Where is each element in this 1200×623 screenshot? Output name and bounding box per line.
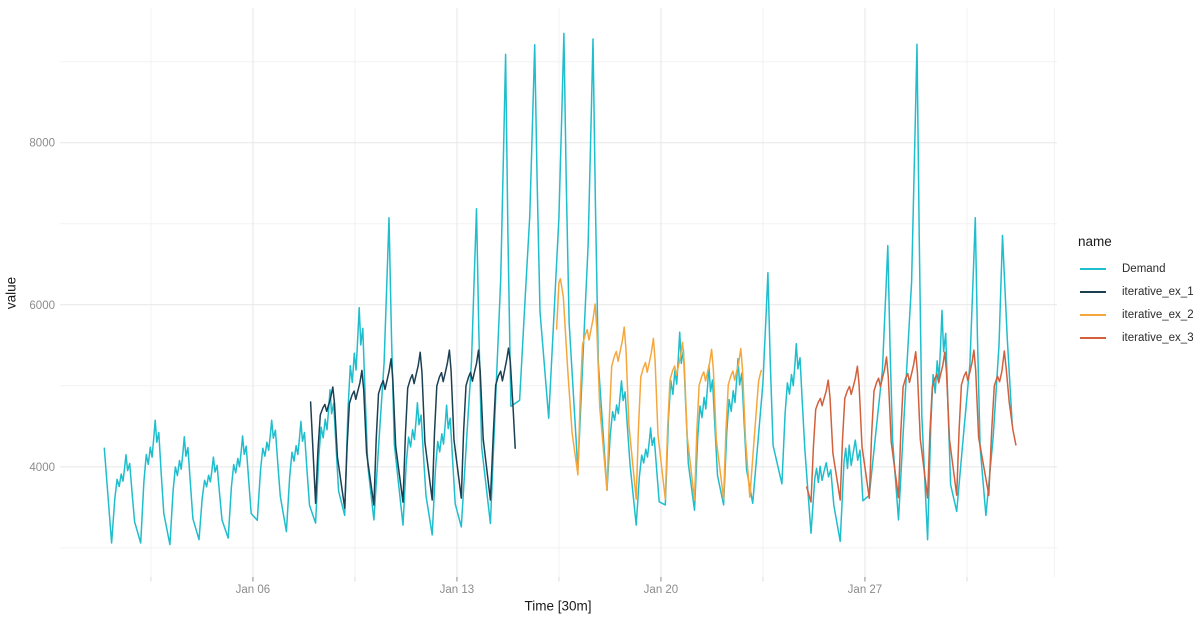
y-axis-title: value [3, 276, 19, 310]
y-axis-tick-label: 8000 [29, 138, 55, 150]
legend-label: iterative_ex_2 [1122, 308, 1194, 321]
series-line-iterative_ex_3 [805, 349, 1017, 503]
y-axis-tick-label: 4000 [29, 462, 55, 474]
x-axis-tick-label: Jan 06 [236, 584, 271, 596]
legend-key-line [1080, 336, 1106, 339]
series-line-iterative_ex_2 [555, 278, 762, 501]
legend-item-iterative_ex_3: iterative_ex_3 [1078, 326, 1194, 349]
series-line-demand [103, 32, 1013, 546]
y-axis-tick-label: 6000 [29, 300, 55, 312]
x-axis-tick-label: Jan 20 [644, 584, 679, 596]
x-axis-tick-label: Jan 13 [440, 584, 475, 596]
series-line-iterative_ex_1 [309, 347, 516, 509]
legend-item-iterative_ex_1: iterative_ex_1 [1078, 280, 1194, 303]
x-axis-title: Time [30m] [524, 598, 592, 614]
x-axis-tick-label: Jan 27 [848, 584, 883, 596]
legend-label: iterative_ex_3 [1122, 331, 1194, 344]
legend-key-line [1080, 313, 1106, 316]
legend-key-line [1080, 290, 1106, 293]
legend-title: name [1078, 234, 1112, 249]
legend-label: iterative_ex_1 [1122, 285, 1194, 298]
legend-item-demand: Demand [1078, 257, 1194, 280]
legend-label: Demand [1122, 262, 1166, 275]
legend-item-iterative_ex_2: iterative_ex_2 [1078, 303, 1194, 326]
legend-key-line [1080, 267, 1106, 270]
